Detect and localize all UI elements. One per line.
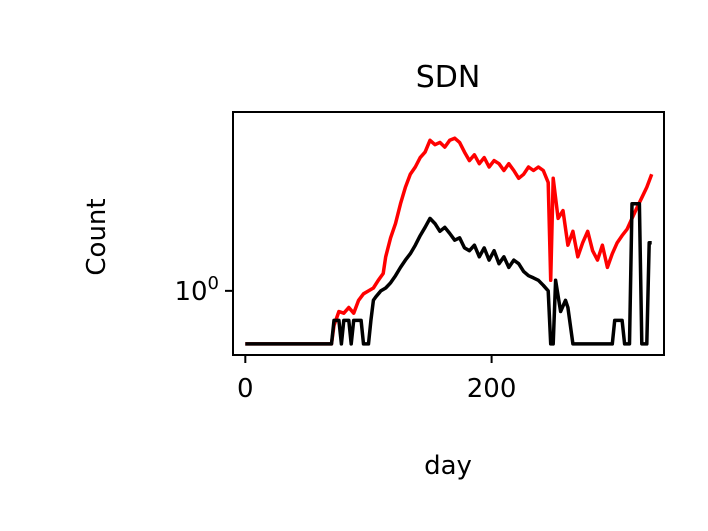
x-tick-label: 0 [237,374,254,404]
x-axis-label: day [424,451,472,481]
series-line-0 [245,136,654,346]
y-tick-label: 100 [174,273,219,307]
y-axis-label: Count [82,198,112,275]
x-tick-label: 200 [467,374,517,404]
series-line-1 [245,202,652,346]
y-tick-label-exponent: 0 [208,273,219,294]
y-tick-label-base: 10 [174,277,207,307]
chart-title: SDN [416,60,481,95]
plot-frame [232,111,665,356]
series-layer [245,136,654,346]
